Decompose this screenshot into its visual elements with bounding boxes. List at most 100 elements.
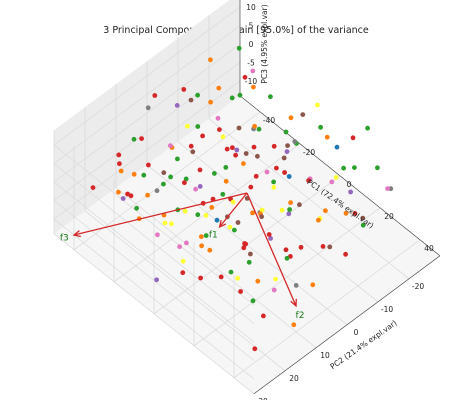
scatter-point [212,171,217,176]
scatter-point [185,123,190,129]
scatter-point [385,186,390,192]
scatter-point [208,99,214,105]
scatter-point [327,244,333,250]
z-axis-label: PC3 (4.95% expl.var) [260,4,269,83]
y-tick-label: -10 [381,305,393,314]
scatter-point [145,105,151,111]
scatter-point [283,247,289,253]
scatter-point [195,92,201,98]
scatter-point [253,173,259,179]
scatter-point [268,94,273,100]
scatter-point [261,313,266,319]
grid-wall-z [53,181,255,343]
scatter-point [117,161,122,167]
loading-arrow-head [72,230,81,238]
scatter-point [274,165,279,171]
scatter-point [329,179,335,185]
scatter-point [318,124,323,130]
x-tick-label: -20 [303,148,315,157]
scatter-point [241,161,246,167]
scatter-point [223,165,229,170]
grid-wall-z [53,62,241,201]
scatter-point [220,134,226,140]
scatter-point [220,191,226,197]
scatter-point [306,178,311,184]
scatter-point [341,165,346,171]
scatter-point [241,245,247,251]
scatter-point [315,102,320,108]
grid-wall-z [53,218,255,380]
scatter-point [273,276,278,282]
scatter-point [145,192,151,198]
scatter-point [232,227,237,233]
scatter-point [251,144,257,150]
scatter-point [182,208,188,214]
scatter-point [284,149,290,155]
y-tick-label: -20 [412,282,424,291]
scatter-point [193,186,199,192]
scatter-point [228,269,234,275]
scatter-point [271,179,276,185]
scatter-point [279,207,285,213]
x-axis-line [239,95,441,257]
grid-floor-y [53,233,255,395]
x-tick-label: 0 [347,180,352,189]
scatter-point [310,282,316,288]
y-tick-label: 0 [354,328,359,337]
z-tick-label: 10 [246,3,256,12]
scatter-point [230,145,235,151]
scatter-point [323,208,328,214]
scatter-point [125,191,130,197]
y-tick-label: 10 [320,351,330,360]
grid-wall-z [53,80,241,220]
scatter-point [300,112,306,117]
scatter-point [352,165,357,171]
scatter-point [184,240,189,246]
scatter-point [199,234,204,240]
scatter-point [154,188,160,194]
scatter-point [252,123,257,129]
scatter-point [259,207,265,213]
scatter-point [292,139,298,144]
grid-lines [53,6,421,395]
scatter-point [120,196,126,201]
scatter-point [235,220,241,225]
tick-labels: -40 -20 0 20 40 -20 -10 0 10 20 30 -10 -5 0 5 10 [245,3,434,400]
y-tick-label: 30 [258,397,268,400]
scatter-point [256,126,262,132]
scatter-point [161,181,166,187]
scatter-point [195,124,201,129]
scatter-point [207,247,213,253]
loading-arrow-head [218,219,227,229]
scatter-point [174,103,180,108]
scatter-point [197,184,203,189]
loading-arrow-head [290,298,297,308]
scatter-point [155,232,160,238]
loading-arrow [246,192,297,307]
scatter-point [188,97,194,103]
scatter-point [180,258,186,264]
scatter-point [131,171,137,177]
scatter-point [250,298,256,304]
scatter-point [291,322,297,328]
x-tick-label: -40 [263,116,275,125]
scatter-point [282,170,287,175]
scatter-point [224,146,230,152]
scatter-point [268,236,273,241]
z-tick-label: 5 [249,22,254,31]
scatter-point [175,156,180,162]
grid-floor-y [208,118,410,280]
scatter-point [180,270,186,276]
scatter-point [181,87,187,92]
axes-edges [239,0,441,395]
scatter-point [168,174,174,180]
x-tick-label: 40 [424,244,434,253]
scatter-point [230,199,236,205]
scatter-point [360,222,366,228]
grid-wall-z [53,25,241,164]
scatter-point [281,155,287,161]
scatter-point [183,176,189,182]
scatter-point [217,127,222,132]
scatter-point [182,180,187,186]
